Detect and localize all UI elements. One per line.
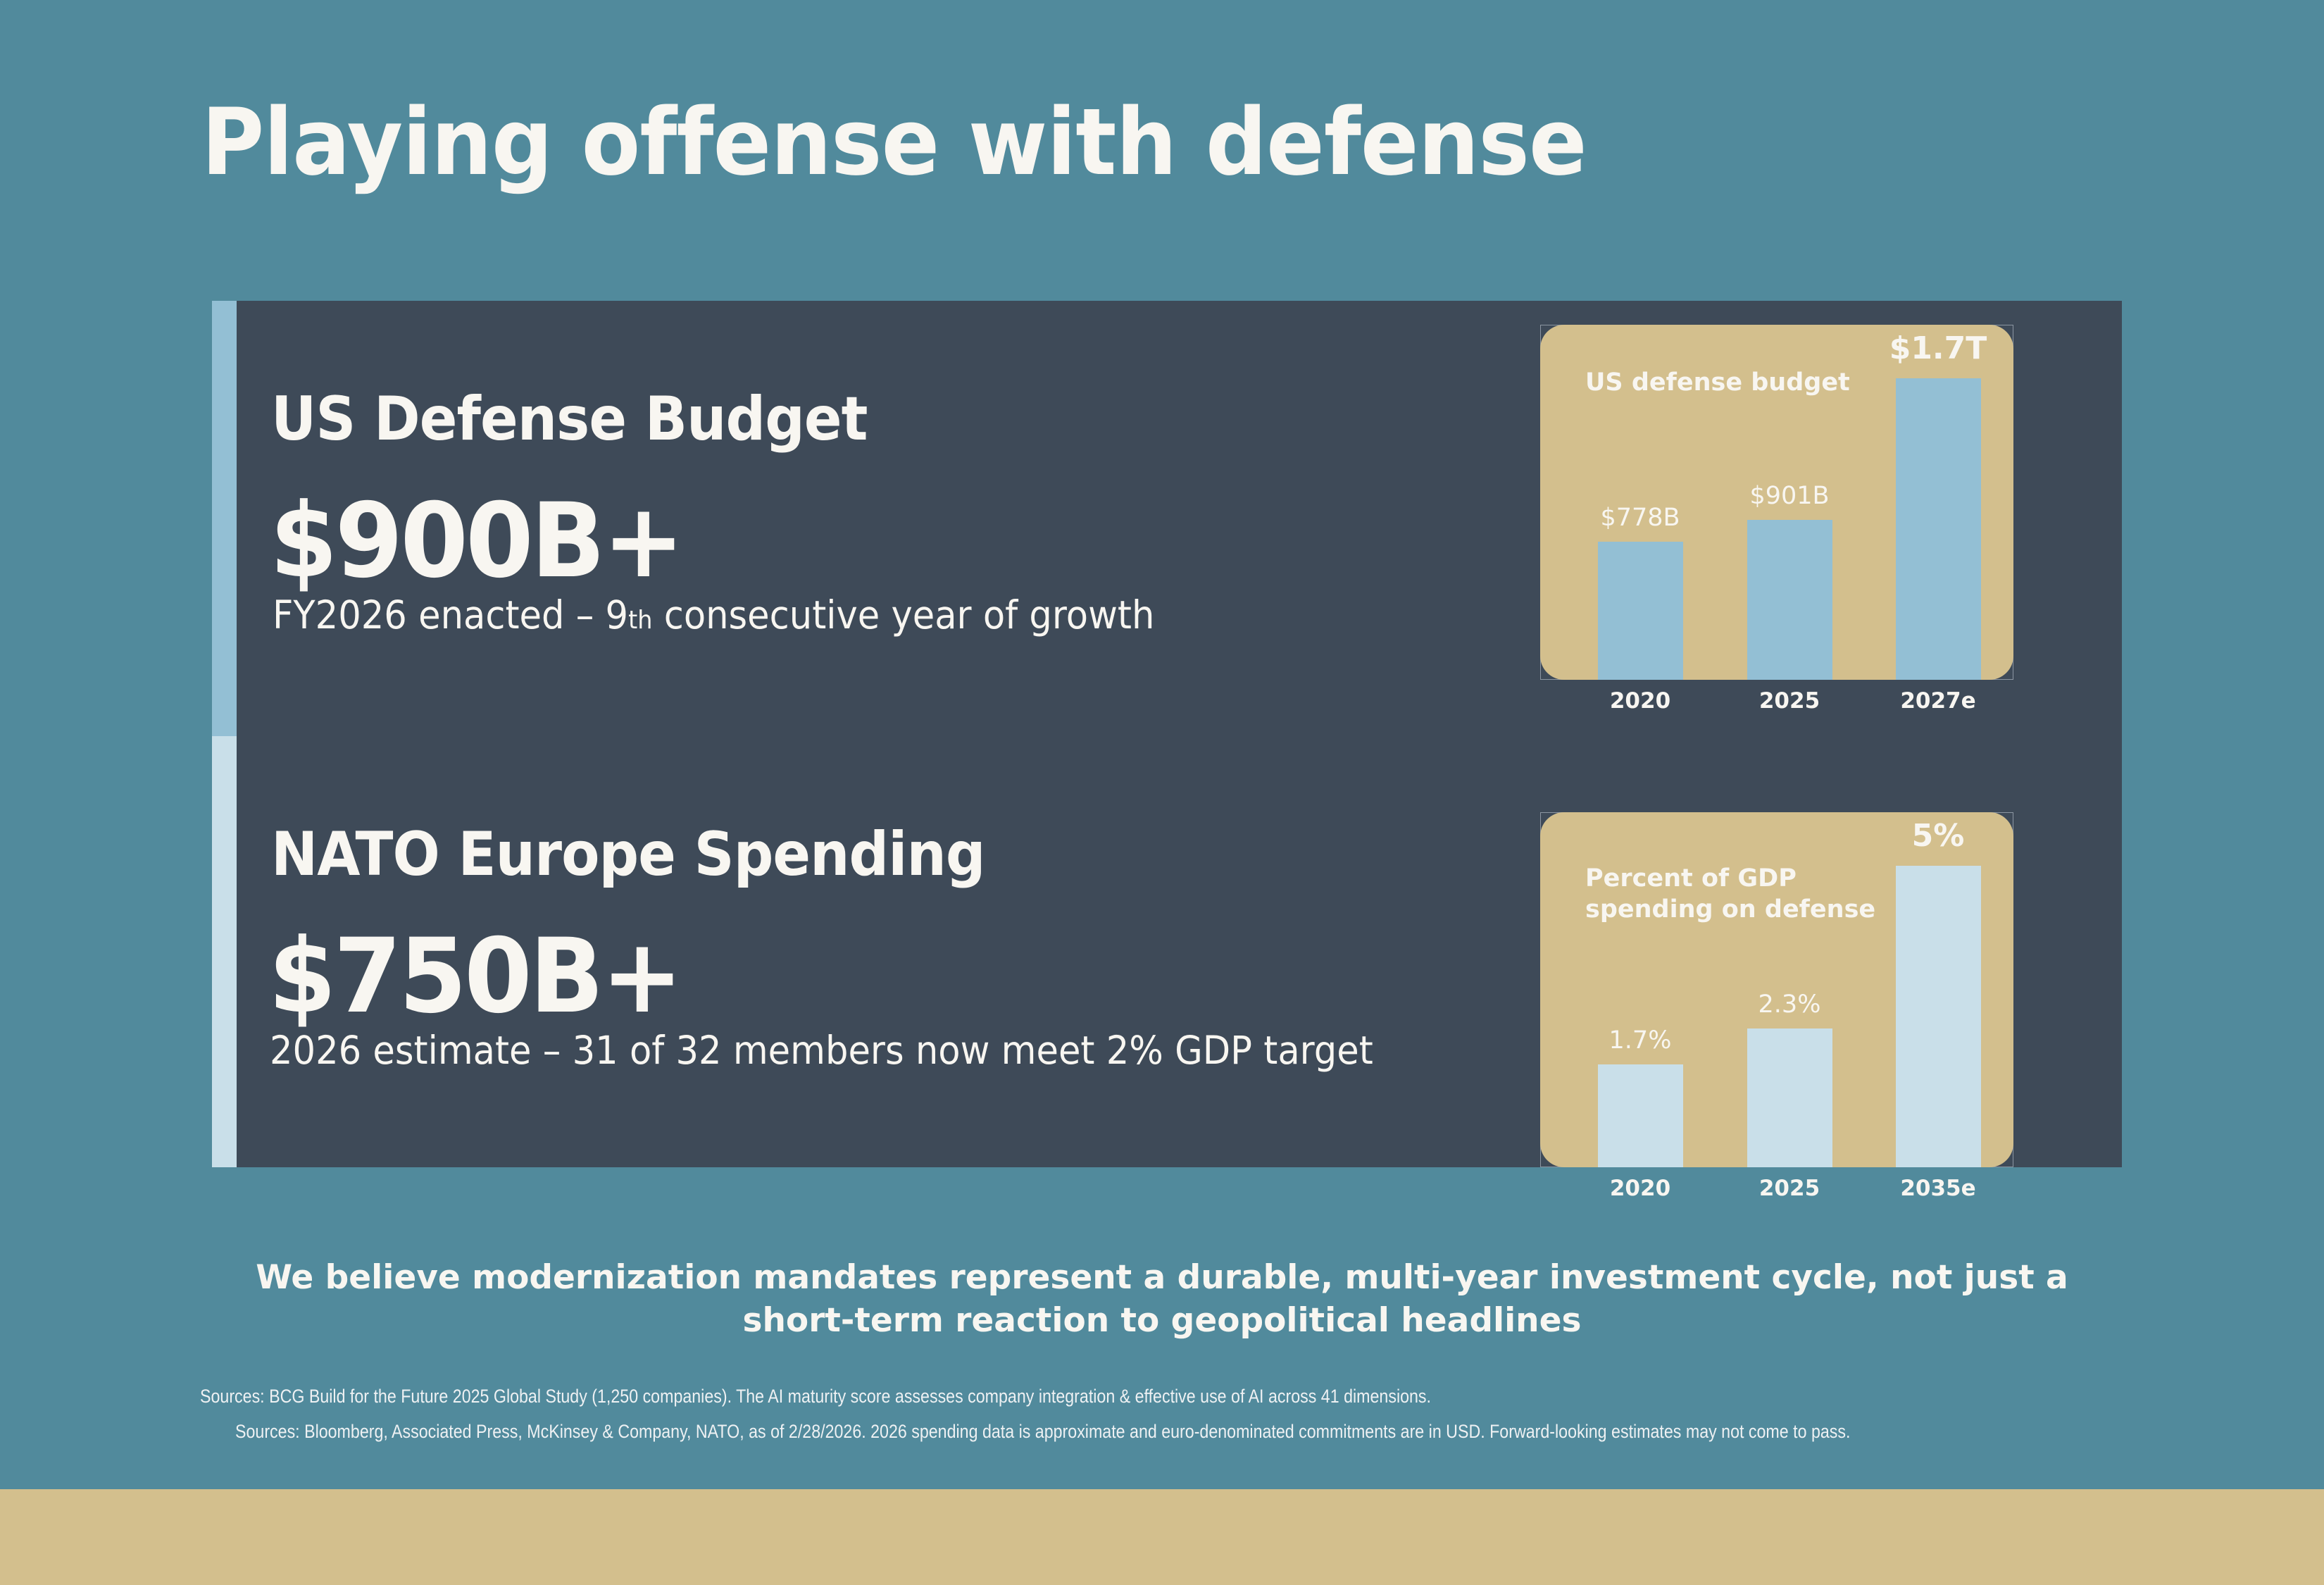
chart-title: Percent of GDP spending on defense: [1585, 863, 1875, 925]
bar-2025: [1747, 520, 1832, 680]
us-budget-section: US Defense Budget: [271, 384, 919, 454]
bar-2027e: [1896, 378, 1981, 680]
chart-title-line: spending on defense: [1585, 895, 1876, 924]
us-budget-value-wrap: $900B+: [270, 485, 704, 597]
headline-value: $750B+: [268, 916, 683, 1036]
x-tick-label: 2020: [1609, 688, 1671, 714]
x-tick-label: 2020: [1609, 1176, 1671, 1201]
bar-2020: [1598, 542, 1683, 680]
accent-bar-us: [212, 301, 237, 736]
chart-title: US defense budget: [1585, 368, 1850, 397]
us-budget-subtitle-wrap: FY2026 enacted – 9th consecutive year of…: [273, 592, 1221, 644]
x-tick-label: 2025: [1758, 688, 1820, 714]
chart-title-line: Percent of GDP: [1585, 864, 1797, 893]
x-tick-label: 2027e: [1900, 688, 1976, 714]
data-label: $1.7T: [1889, 330, 1987, 366]
gdp-percent-chart: Percent of GDP spending on defense 1.7% 2…: [1540, 812, 2013, 1207]
bar-2025: [1747, 1028, 1832, 1167]
page-title: Playing offense with defense: [201, 88, 1587, 196]
subtitle-text: consecutive year of growth: [652, 592, 1155, 638]
chart-card: US defense budget: [1540, 325, 2013, 680]
accent-bar-nato: [212, 736, 237, 1167]
subtitle-text: FY2026 enacted – 9: [273, 592, 629, 638]
data-label: 5%: [1911, 818, 1965, 854]
headline-value: $900B+: [270, 481, 685, 601]
section-subtitle: FY2026 enacted – 9th consecutive year of…: [273, 592, 1154, 644]
data-label: $901B: [1749, 482, 1830, 510]
x-tick-label: 2035e: [1900, 1176, 1976, 1201]
data-label: $778B: [1600, 504, 1680, 532]
bar-2035e: [1896, 866, 1981, 1167]
footnote: Sources: Bloomberg, Associated Press, Mc…: [235, 1421, 1851, 1442]
bar-2020: [1598, 1064, 1683, 1167]
footnote: Sources: BCG Build for the Future 2025 G…: [200, 1386, 1431, 1407]
bottom-band: [0, 1489, 2324, 1585]
data-label: 2.3%: [1758, 990, 1821, 1019]
nato-subtitle-wrap: 2026 estimate – 31 of 32 members now mee…: [270, 1027, 1456, 1074]
section-subtitle: 2026 estimate – 31 of 32 members now mee…: [270, 1028, 1373, 1073]
ordinal-suffix: th: [628, 606, 653, 635]
nato-spending-section: NATO Europe Spending: [271, 819, 1047, 890]
us-budget-chart: US defense budget $778B $901B $1.7T 2020 20…: [1540, 325, 2013, 719]
nato-value-wrap: $750B+: [268, 920, 702, 1033]
takeaway-statement: We believe modernization mandates repres…: [256, 1258, 2068, 1340]
section-heading: NATO Europe Spending: [271, 819, 986, 890]
x-tick-label: 2025: [1758, 1176, 1820, 1201]
chart-card: Percent of GDP spending on defense: [1540, 812, 2013, 1167]
data-label: 1.7%: [1608, 1026, 1672, 1055]
section-heading: US Defense Budget: [271, 384, 868, 454]
